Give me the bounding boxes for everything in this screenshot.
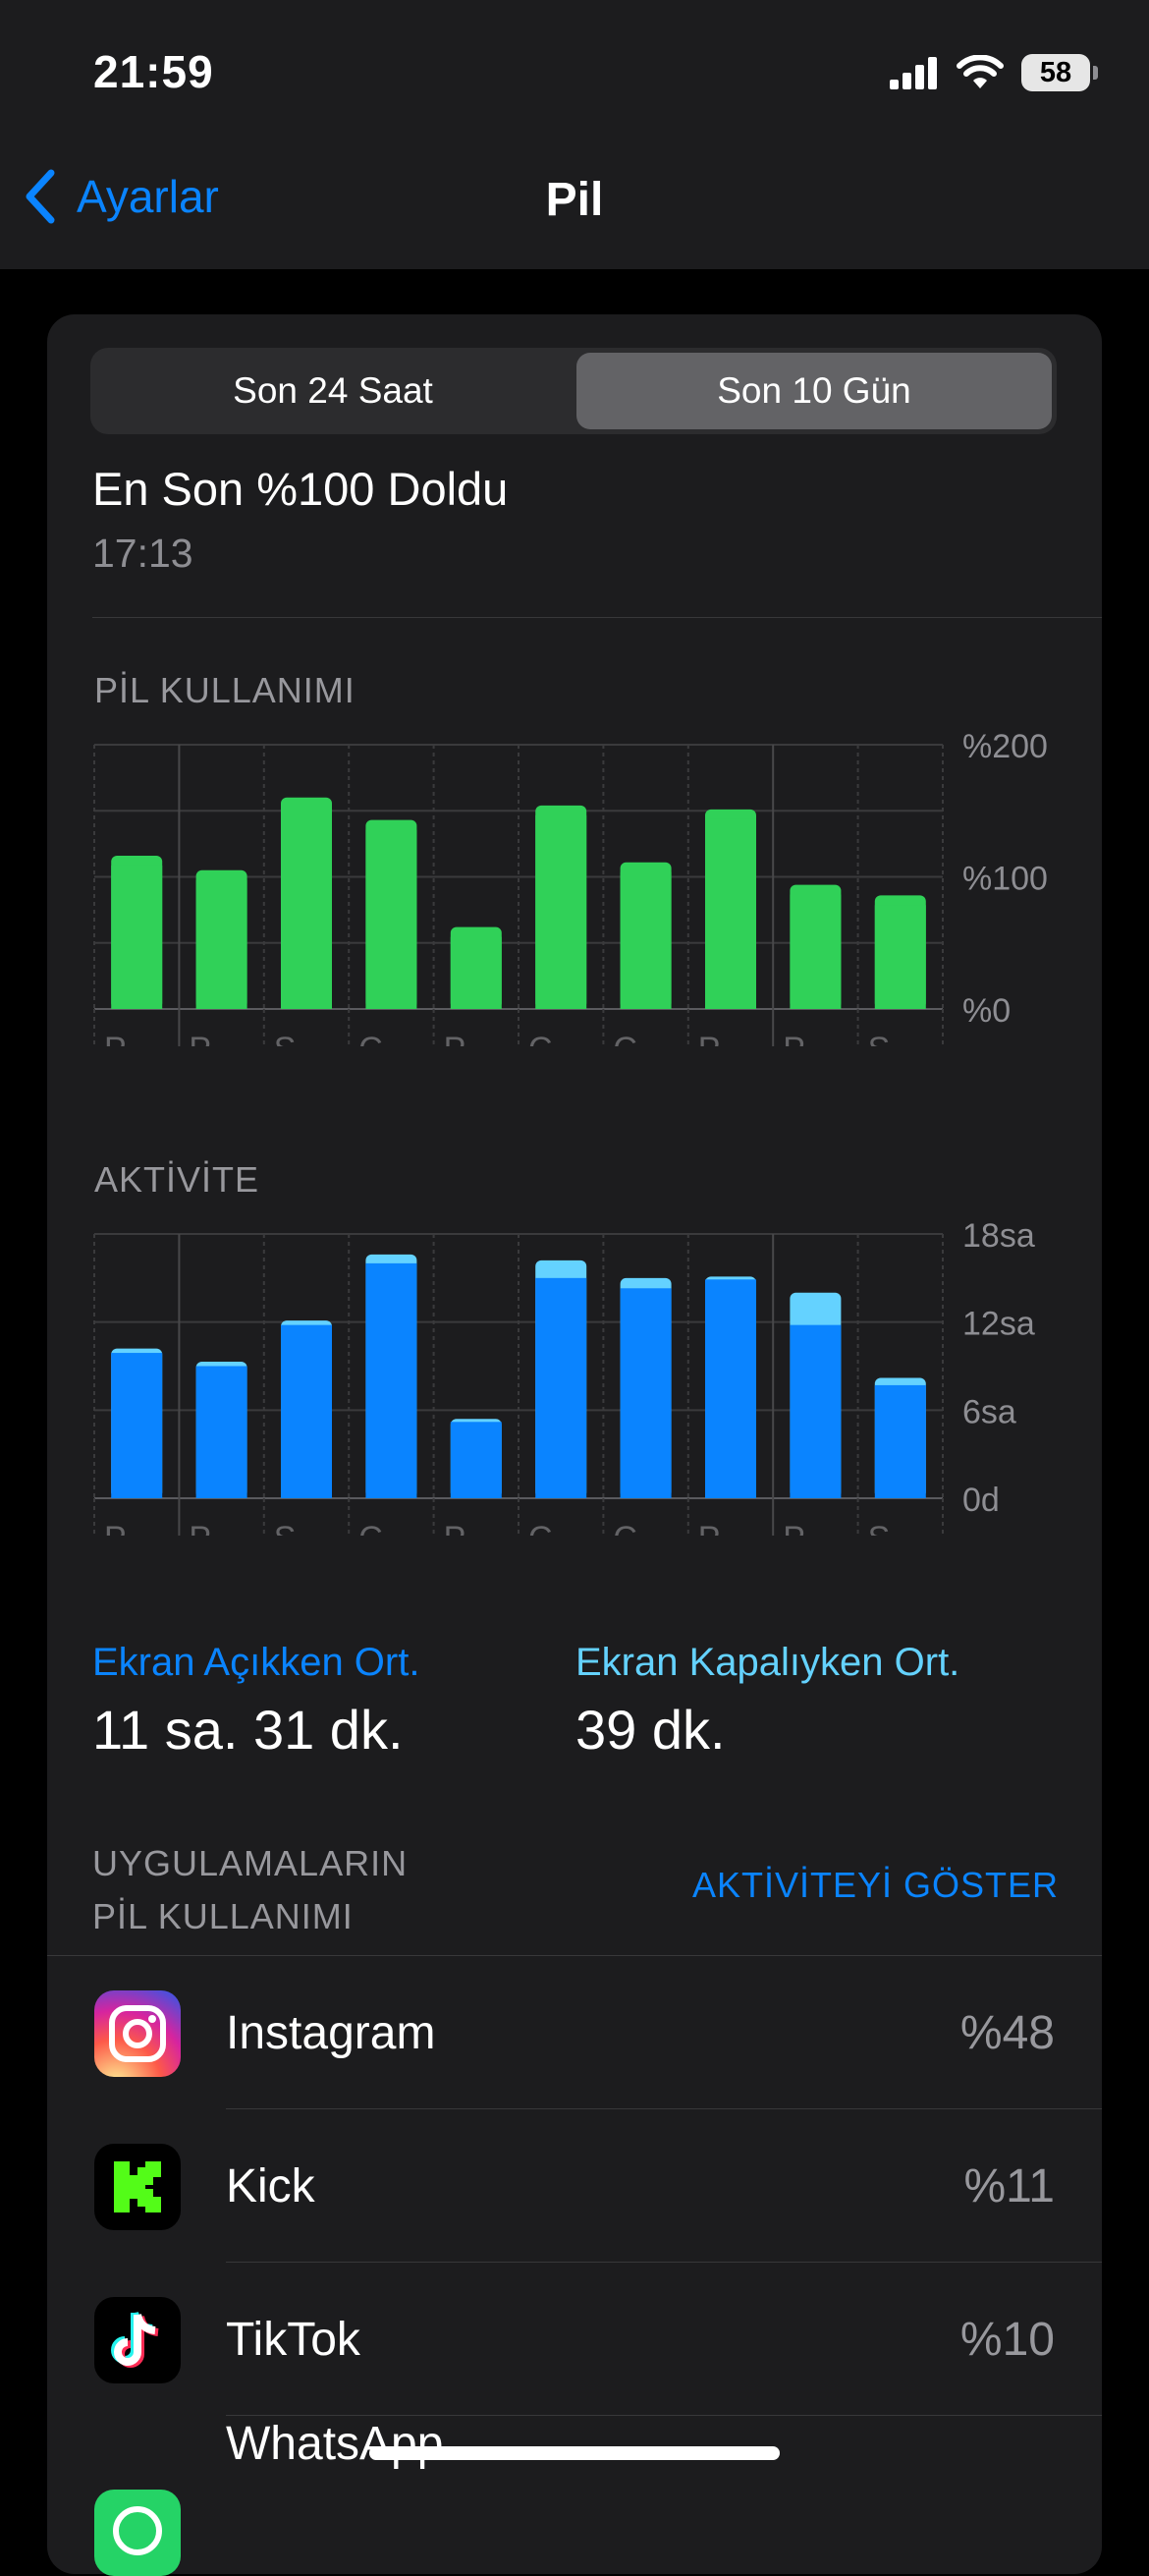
x-tick-label: S [274,1520,297,1536]
header: 21:59 58 Ayarlar Pil [0,0,1149,269]
app-percent: %10 [959,2314,1055,2366]
segment-last-24-hours[interactable]: Son 24 Saat [233,370,433,411]
app-row-kick[interactable]: Kick %11 [47,2110,1102,2264]
time-range-segmented-control: Son 24 Saat Son 10 Gün [90,348,1057,434]
x-tick-label: Ç [358,1031,383,1046]
instagram-icon [94,1990,181,2077]
status-time: 21:59 [93,46,214,97]
bar-base [620,871,672,1009]
y-tick-label: %0 [962,992,1011,1030]
last-charged-time: 17:13 [92,531,193,576]
x-tick-label: C [528,1520,553,1536]
bar-base [281,807,332,1009]
x-tick-label: P [104,1031,127,1046]
bar-screen-on [195,1366,247,1498]
x-tick-label: P [189,1520,211,1536]
battery-level: 58 [1039,56,1072,88]
bar-screen-on [705,1279,756,1498]
status-icons: 58 [890,51,1098,94]
back-label: Ayarlar [77,171,219,222]
divider [226,2108,1102,2109]
x-tick-label: P [444,1520,466,1536]
bar-screen-on [874,1384,926,1498]
x-tick-label: P [698,1520,721,1536]
bar-base [365,829,417,1009]
activity-label: AKTİVİTE [94,1159,260,1200]
y-tick-label: 6sa [962,1393,1016,1430]
x-tick-label: S [274,1031,297,1046]
bar-screen-on [365,1262,417,1498]
app-battery-usage-label-line2: PİL KULLANIMI [92,1896,354,1936]
battery-card: Son 24 Saat Son 10 Gün En Son %100 Doldu… [47,314,1102,2576]
x-tick-label: P [104,1520,127,1536]
divider [226,2415,1102,2416]
screen-on-label: Ekran Açıkken Ort. [92,1641,420,1684]
bar-base [450,936,502,1009]
cellular-signal-icon [890,57,937,89]
battery-icon: 58 [1021,54,1098,91]
bar-screen-on [450,1422,502,1498]
app-name: WhatsApp [226,2418,444,2470]
screen-off-label: Ekran Kapalıyken Ort. [575,1641,960,1684]
divider [226,2262,1102,2263]
bar-screen-on [620,1288,672,1498]
y-tick-label: %200 [962,728,1048,765]
battery-usage-chart[interactable]: %200%100%0PPSÇPCCPPS14 Eki21 Eki [47,707,1102,1046]
app-row-tiktok[interactable]: TikTok %10 [47,2264,1102,2417]
bar-screen-on [790,1324,842,1498]
app-name: TikTok [226,2314,360,2366]
show-activity-button[interactable]: AKTİVİTEYİ GÖSTER [691,1865,1059,1905]
y-tick-label: 12sa [962,1306,1035,1343]
last-charged-title: En Son %100 Doldu [92,463,509,515]
chevron-left-icon [26,169,55,224]
divider [92,617,1102,618]
back-button[interactable]: Ayarlar [22,167,219,226]
app-percent: %11 [963,2160,1055,2212]
screen-off-value: 39 dk. [575,1699,726,1761]
y-tick-label: 18sa [962,1217,1035,1255]
battery-usage-label: PİL KULLANIMI [94,670,356,710]
x-tick-label: C [613,1031,637,1046]
app-row-instagram[interactable]: Instagram %48 [47,1957,1102,2110]
y-tick-label: 0d [962,1482,1000,1519]
app-battery-usage-label: UYGULAMALARIN PİL KULLANIMI [92,1837,408,1943]
app-name: Kick [226,2160,315,2212]
x-tick-label: S [868,1031,891,1046]
x-tick-label: S [868,1520,891,1536]
bar-base [790,894,842,1009]
x-tick-label: P [189,1031,211,1046]
bar-screen-on [281,1324,332,1498]
bar-base [705,818,756,1009]
x-tick-label: C [613,1520,637,1536]
bar-base [874,905,926,1009]
wifi-icon [957,55,1004,88]
bar-base [535,814,587,1009]
x-tick-label: P [444,1031,466,1046]
bar-base [111,865,163,1009]
app-battery-usage-label-line1: UYGULAMALARIN [92,1843,409,1883]
tiktok-icon [94,2297,181,2383]
bar-base [195,879,247,1009]
screen-on-value: 11 sa. 31 dk. [92,1699,404,1761]
app-percent: %48 [959,2007,1055,2059]
bar-screen-on [111,1353,163,1498]
x-tick-label: C [528,1031,553,1046]
kick-icon [94,2144,181,2230]
bar-screen-on [535,1277,587,1498]
x-tick-label: P [698,1031,721,1046]
x-tick-label: P [783,1031,805,1046]
x-tick-label: P [783,1520,805,1536]
app-row-whatsapp[interactable]: WhatsApp [47,2417,1102,2576]
divider [47,1955,1102,1956]
page-title: Pil [545,174,604,226]
whatsapp-icon [94,2490,181,2576]
app-name: Instagram [226,2007,436,2059]
home-indicator[interactable] [369,2446,780,2460]
y-tick-label: %100 [962,861,1048,898]
x-tick-label: Ç [358,1520,383,1536]
activity-chart[interactable]: 18sa12sa6sa0dPPSÇPCCPPS14 Eki21 Eki [47,1197,1102,1536]
segment-last-10-days[interactable]: Son 10 Gün [576,353,1052,429]
